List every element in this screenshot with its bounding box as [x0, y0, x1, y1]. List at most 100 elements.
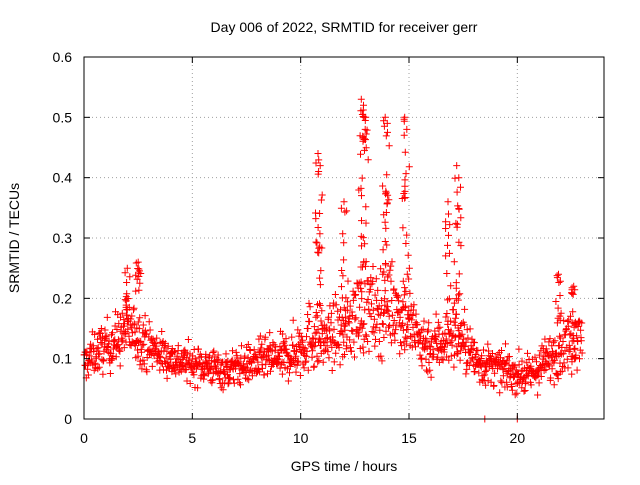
- data-point: [123, 306, 131, 313]
- data-point: [484, 377, 492, 385]
- data-point: [360, 135, 368, 143]
- data-point: [314, 150, 322, 157]
- data-point: [384, 273, 392, 281]
- data-point: [330, 358, 338, 366]
- data-point: [172, 370, 180, 378]
- data-point: [433, 344, 441, 352]
- data-point: [383, 199, 391, 207]
- data-point: [149, 335, 157, 343]
- data-point: [126, 273, 134, 281]
- data-point: [503, 357, 511, 365]
- axis-ticks: 0 5 10 15 20 0 0.1 0.2 0.3 0.4 0.5 0.6: [53, 49, 604, 446]
- data-point: [399, 326, 407, 334]
- data-point: [325, 354, 333, 362]
- data-point: [397, 339, 404, 347]
- data-point: [94, 365, 102, 373]
- data-point: [318, 191, 326, 199]
- data-point: [352, 314, 360, 322]
- data-point: [237, 381, 244, 389]
- data-point: [312, 215, 320, 223]
- data-point: [284, 351, 292, 359]
- data-point: [405, 163, 413, 171]
- x-axis-label: GPS time / hours: [291, 458, 398, 474]
- data-point: [554, 304, 562, 312]
- data-point: [520, 387, 528, 395]
- data-point: [294, 358, 302, 366]
- data-point: [303, 347, 311, 355]
- data-point: [222, 350, 230, 358]
- data-point: [103, 313, 111, 321]
- data-point: [377, 305, 385, 313]
- data-point: [351, 315, 359, 323]
- data-point: [489, 350, 496, 357]
- data-point: [327, 319, 335, 327]
- data-point: [362, 331, 370, 339]
- data-point: [568, 370, 576, 378]
- data-point: [577, 337, 585, 345]
- data-point: [317, 317, 325, 325]
- data-point: [367, 274, 375, 282]
- data-point: [446, 249, 453, 257]
- data-point: [347, 347, 355, 355]
- data-point: [122, 301, 130, 309]
- data-point: [173, 352, 181, 360]
- data-point: [400, 291, 408, 299]
- data-point: [137, 337, 145, 345]
- data-point: [452, 279, 460, 287]
- data-point: [546, 335, 554, 343]
- data-point: [374, 286, 382, 294]
- data-point: [390, 317, 398, 324]
- data-point: [338, 328, 346, 335]
- data-point: [503, 378, 511, 386]
- data-point: [511, 361, 519, 369]
- data-point: [171, 348, 179, 356]
- data-point: [195, 345, 202, 353]
- data-point: [383, 171, 391, 179]
- data-point: [379, 182, 387, 190]
- data-point: [94, 344, 102, 352]
- data-point: [184, 336, 192, 343]
- data-point: [296, 329, 304, 337]
- data-point: [153, 334, 161, 342]
- data-point: [438, 355, 446, 363]
- data-point: [402, 302, 410, 310]
- data-point: [505, 353, 513, 360]
- data-point: [455, 238, 463, 246]
- data-point: [266, 329, 274, 337]
- data-point: [317, 267, 325, 275]
- data-point: [403, 125, 411, 133]
- data-point: [209, 376, 217, 384]
- data-point: [254, 358, 262, 366]
- data-point: [349, 327, 357, 335]
- data-point: [316, 162, 324, 170]
- data-point: [424, 368, 432, 376]
- data-point: [455, 270, 463, 278]
- data-point: [372, 275, 380, 283]
- data-point: [138, 365, 146, 373]
- data-point: [527, 381, 535, 389]
- data-point: [556, 368, 564, 376]
- data-point: [310, 362, 318, 370]
- data-point: [341, 313, 349, 321]
- data-point: [362, 203, 370, 211]
- data-point: [281, 341, 289, 349]
- data-point: [550, 338, 557, 346]
- data-point: [399, 298, 407, 306]
- data-point: [134, 352, 142, 360]
- data-point: [265, 357, 273, 365]
- data-point: [256, 332, 264, 340]
- data-point: [156, 352, 164, 360]
- data-point: [358, 217, 365, 225]
- data-point: [316, 230, 324, 238]
- data-point: [450, 299, 458, 307]
- data-point: [484, 340, 492, 348]
- data-point: [309, 334, 317, 342]
- data-point: [257, 344, 265, 352]
- data-point: [372, 324, 380, 332]
- data-point: [256, 368, 264, 376]
- data-point: [499, 372, 507, 380]
- data-point: [261, 333, 269, 341]
- data-point: [471, 368, 479, 375]
- data-point: [131, 328, 139, 336]
- data-point: [366, 285, 374, 293]
